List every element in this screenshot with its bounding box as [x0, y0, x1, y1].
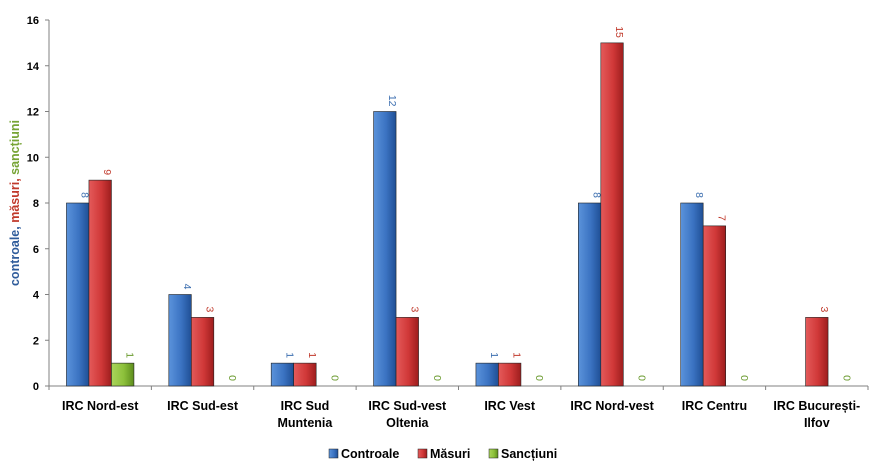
legend-swatch	[488, 448, 499, 459]
y-tick-label: 14	[27, 61, 40, 73]
x-tick-label: IRC Vest	[484, 399, 536, 413]
bar-msuri	[805, 317, 829, 387]
data-label: 0	[840, 375, 852, 381]
y-tick-label: 12	[27, 107, 39, 119]
data-label: 9	[101, 169, 113, 175]
bar-msuri	[498, 362, 522, 387]
x-tick-label: IRC Sud-est	[167, 399, 239, 413]
data-label: 8	[591, 192, 603, 198]
legend: Controale Măsuri Sancțiuni	[328, 447, 557, 461]
bar-msuri	[88, 179, 112, 387]
data-label: 1	[124, 352, 136, 358]
data-label: 0	[226, 375, 238, 381]
y-tick-label: 0	[33, 381, 39, 393]
bar-controale	[66, 202, 90, 387]
data-label: 8	[79, 192, 91, 198]
bar-controale	[680, 202, 704, 387]
bar-msuri	[395, 317, 419, 387]
data-label: 0	[328, 375, 340, 381]
x-tick-label: Ilfov	[804, 416, 830, 430]
data-label: 3	[204, 307, 216, 313]
bars-group	[66, 42, 829, 387]
data-label: 0	[738, 375, 750, 381]
y-tick-label: 10	[27, 152, 39, 164]
data-label: 0	[431, 375, 443, 381]
legend-label: Controale	[341, 447, 399, 461]
data-label: 3	[408, 307, 420, 313]
y-axis-label-part: controale,	[8, 223, 22, 286]
data-label: 0	[636, 375, 648, 381]
data-label: 1	[306, 352, 318, 358]
data-label: 3	[818, 307, 830, 313]
y-axis-label-part: măsuri,	[8, 175, 22, 223]
legend-swatch	[328, 448, 339, 459]
data-label: 12	[386, 95, 398, 107]
data-label: 1	[283, 352, 295, 358]
y-tick-label: 16	[27, 15, 39, 27]
bar-controale	[475, 362, 499, 387]
y-tick-label: 4	[33, 290, 40, 302]
x-tick-label: Oltenia	[386, 416, 429, 430]
bar-msuri	[293, 362, 317, 387]
x-tick-label: IRC Centru	[682, 399, 747, 413]
x-tick-label: IRC Nord-vest	[570, 399, 654, 413]
x-tick-label: IRC Sud	[281, 399, 330, 413]
x-tick-label: IRC București-	[773, 399, 860, 413]
y-tick-label: 2	[33, 335, 39, 347]
legend-swatch	[417, 448, 428, 459]
legend-label: Sancțiuni	[501, 447, 557, 461]
data-label: 4	[181, 284, 193, 290]
bar-controale	[578, 202, 602, 387]
bar-msuri	[600, 42, 624, 387]
bar-controale	[373, 111, 397, 387]
legend-label: Măsuri	[430, 447, 470, 461]
y-tick-label: 6	[33, 244, 39, 256]
bar-msuri	[191, 317, 215, 387]
x-tick-label: Muntenia	[278, 416, 334, 430]
y-axis-label-part: sancțiuni	[8, 120, 22, 175]
data-label: 0	[533, 375, 545, 381]
category-labels-group: IRC Nord-est IRC Sud-est IRC Sud Muntenia IR…	[62, 399, 860, 430]
data-label: 8	[693, 192, 705, 198]
x-tick-label: IRC Nord-est	[62, 399, 139, 413]
x-tick-label: IRC Sud-vest	[368, 399, 447, 413]
y-axis-label: controale, măsuri, sancțiuni	[8, 120, 22, 286]
data-label: 1	[511, 352, 523, 358]
data-label: 15	[613, 26, 625, 38]
data-label: 1	[488, 352, 500, 358]
bar-sanciuni	[111, 362, 135, 387]
data-label: 7	[715, 215, 727, 221]
bar-msuri	[702, 225, 726, 387]
data-labels-group: 8 9 1 4 3 0 1 1 0 12 3 0 1 1 0 8 15 0 8 7 0 3 0	[79, 26, 853, 381]
bar-controale	[168, 294, 192, 387]
y-tick-label: 8	[33, 198, 39, 210]
bar-controale	[270, 362, 294, 387]
